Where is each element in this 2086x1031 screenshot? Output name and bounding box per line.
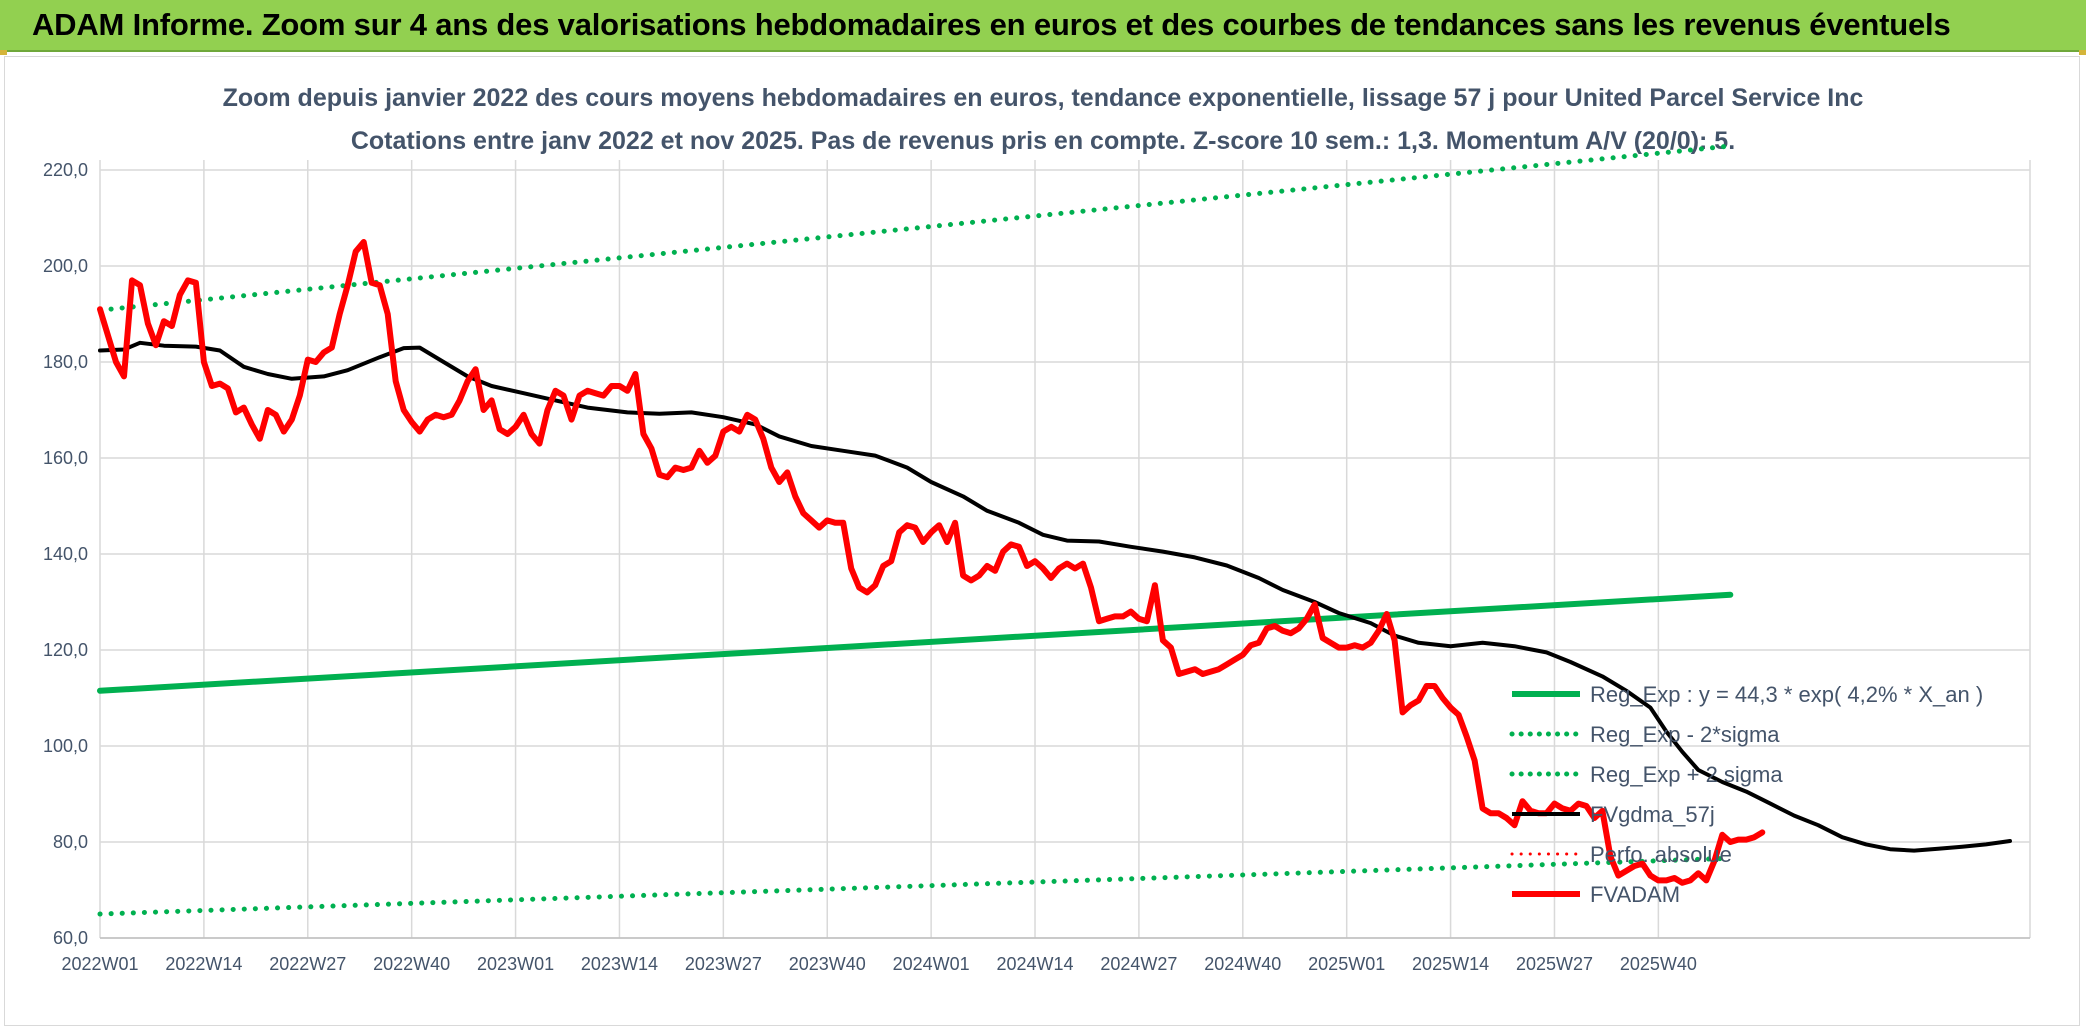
x-tick-label: 2024W01 bbox=[893, 954, 970, 974]
x-tick-label: 2023W40 bbox=[789, 954, 866, 974]
x-tick-label: 2022W40 bbox=[373, 954, 450, 974]
legend-entry: FVgdma_57j bbox=[1590, 802, 1715, 827]
legend-entry: Reg_Exp - 2*sigma bbox=[1590, 722, 1780, 747]
report-banner: ADAM Informe. Zoom sur 4 ans des valoris… bbox=[0, 0, 2086, 52]
x-tick-label: 2023W27 bbox=[685, 954, 762, 974]
series-line-1 bbox=[97, 855, 1733, 917]
x-tick-label: 2023W14 bbox=[581, 954, 658, 974]
y-tick-label: 60,0 bbox=[53, 928, 88, 948]
x-tick-label: 2025W14 bbox=[1412, 954, 1489, 974]
y-axis-ticks: 60,0 80,0 100,0 120,0 140,0 160,0 180,0 200,0 22… bbox=[43, 160, 88, 948]
x-axis-ticks: 2022W01 2022W14 2022W27 2022W40 2023W01 2023W… bbox=[61, 954, 1696, 974]
series-line-0 bbox=[97, 591, 1734, 694]
y-tick-label: 180,0 bbox=[43, 352, 88, 372]
gridlines bbox=[99, 160, 2031, 939]
x-tick-label: 2025W27 bbox=[1516, 954, 1593, 974]
y-tick-label: 200,0 bbox=[43, 256, 88, 276]
chart-title: Zoom depuis janvier 2022 des cours moyen… bbox=[222, 84, 1864, 112]
y-tick-label: 120,0 bbox=[43, 640, 88, 660]
banner-corner-right bbox=[2079, 50, 2086, 55]
x-tick-label: 2024W27 bbox=[1100, 954, 1177, 974]
y-tick-label: 140,0 bbox=[43, 544, 88, 564]
legend-entry: Perfo. absolue bbox=[1590, 842, 1732, 867]
x-tick-label: 2024W14 bbox=[996, 954, 1073, 974]
x-tick-label: 2022W27 bbox=[269, 954, 346, 974]
chart-subtitle: Cotations entre janv 2022 et nov 2025. P… bbox=[350, 127, 1736, 155]
x-tick-label: 2024W40 bbox=[1204, 954, 1281, 974]
y-tick-label: 160,0 bbox=[43, 448, 88, 468]
series-line-3 bbox=[98, 340, 2012, 853]
y-tick-label: 80,0 bbox=[53, 832, 88, 852]
banner-corner-left bbox=[0, 50, 7, 55]
series-line-5 bbox=[97, 239, 1766, 886]
y-tick-label: 100,0 bbox=[43, 736, 88, 756]
y-tick-label: 220,0 bbox=[43, 160, 88, 180]
x-tick-label: 2022W01 bbox=[61, 954, 138, 974]
x-tick-label: 2022W14 bbox=[165, 954, 242, 974]
series-line-2 bbox=[97, 143, 1733, 313]
legend-entry: Reg_Exp + 2 sigma bbox=[1590, 762, 1783, 787]
legend: Reg_Exp : y = 44,3 * exp( 4,2% * X_an ) R… bbox=[1509, 682, 1983, 907]
x-tick-label: 2025W40 bbox=[1620, 954, 1697, 974]
report-title: ADAM Informe. Zoom sur 4 ans des valoris… bbox=[32, 7, 1951, 42]
series-group bbox=[97, 143, 2012, 917]
x-tick-label: 2023W01 bbox=[477, 954, 554, 974]
x-tick-label: 2025W01 bbox=[1308, 954, 1385, 974]
chart-frame bbox=[4, 56, 2080, 1026]
legend-entry: Reg_Exp : y = 44,3 * exp( 4,2% * X_an ) bbox=[1590, 682, 1983, 707]
legend-entry: FVADAM bbox=[1590, 882, 1680, 907]
